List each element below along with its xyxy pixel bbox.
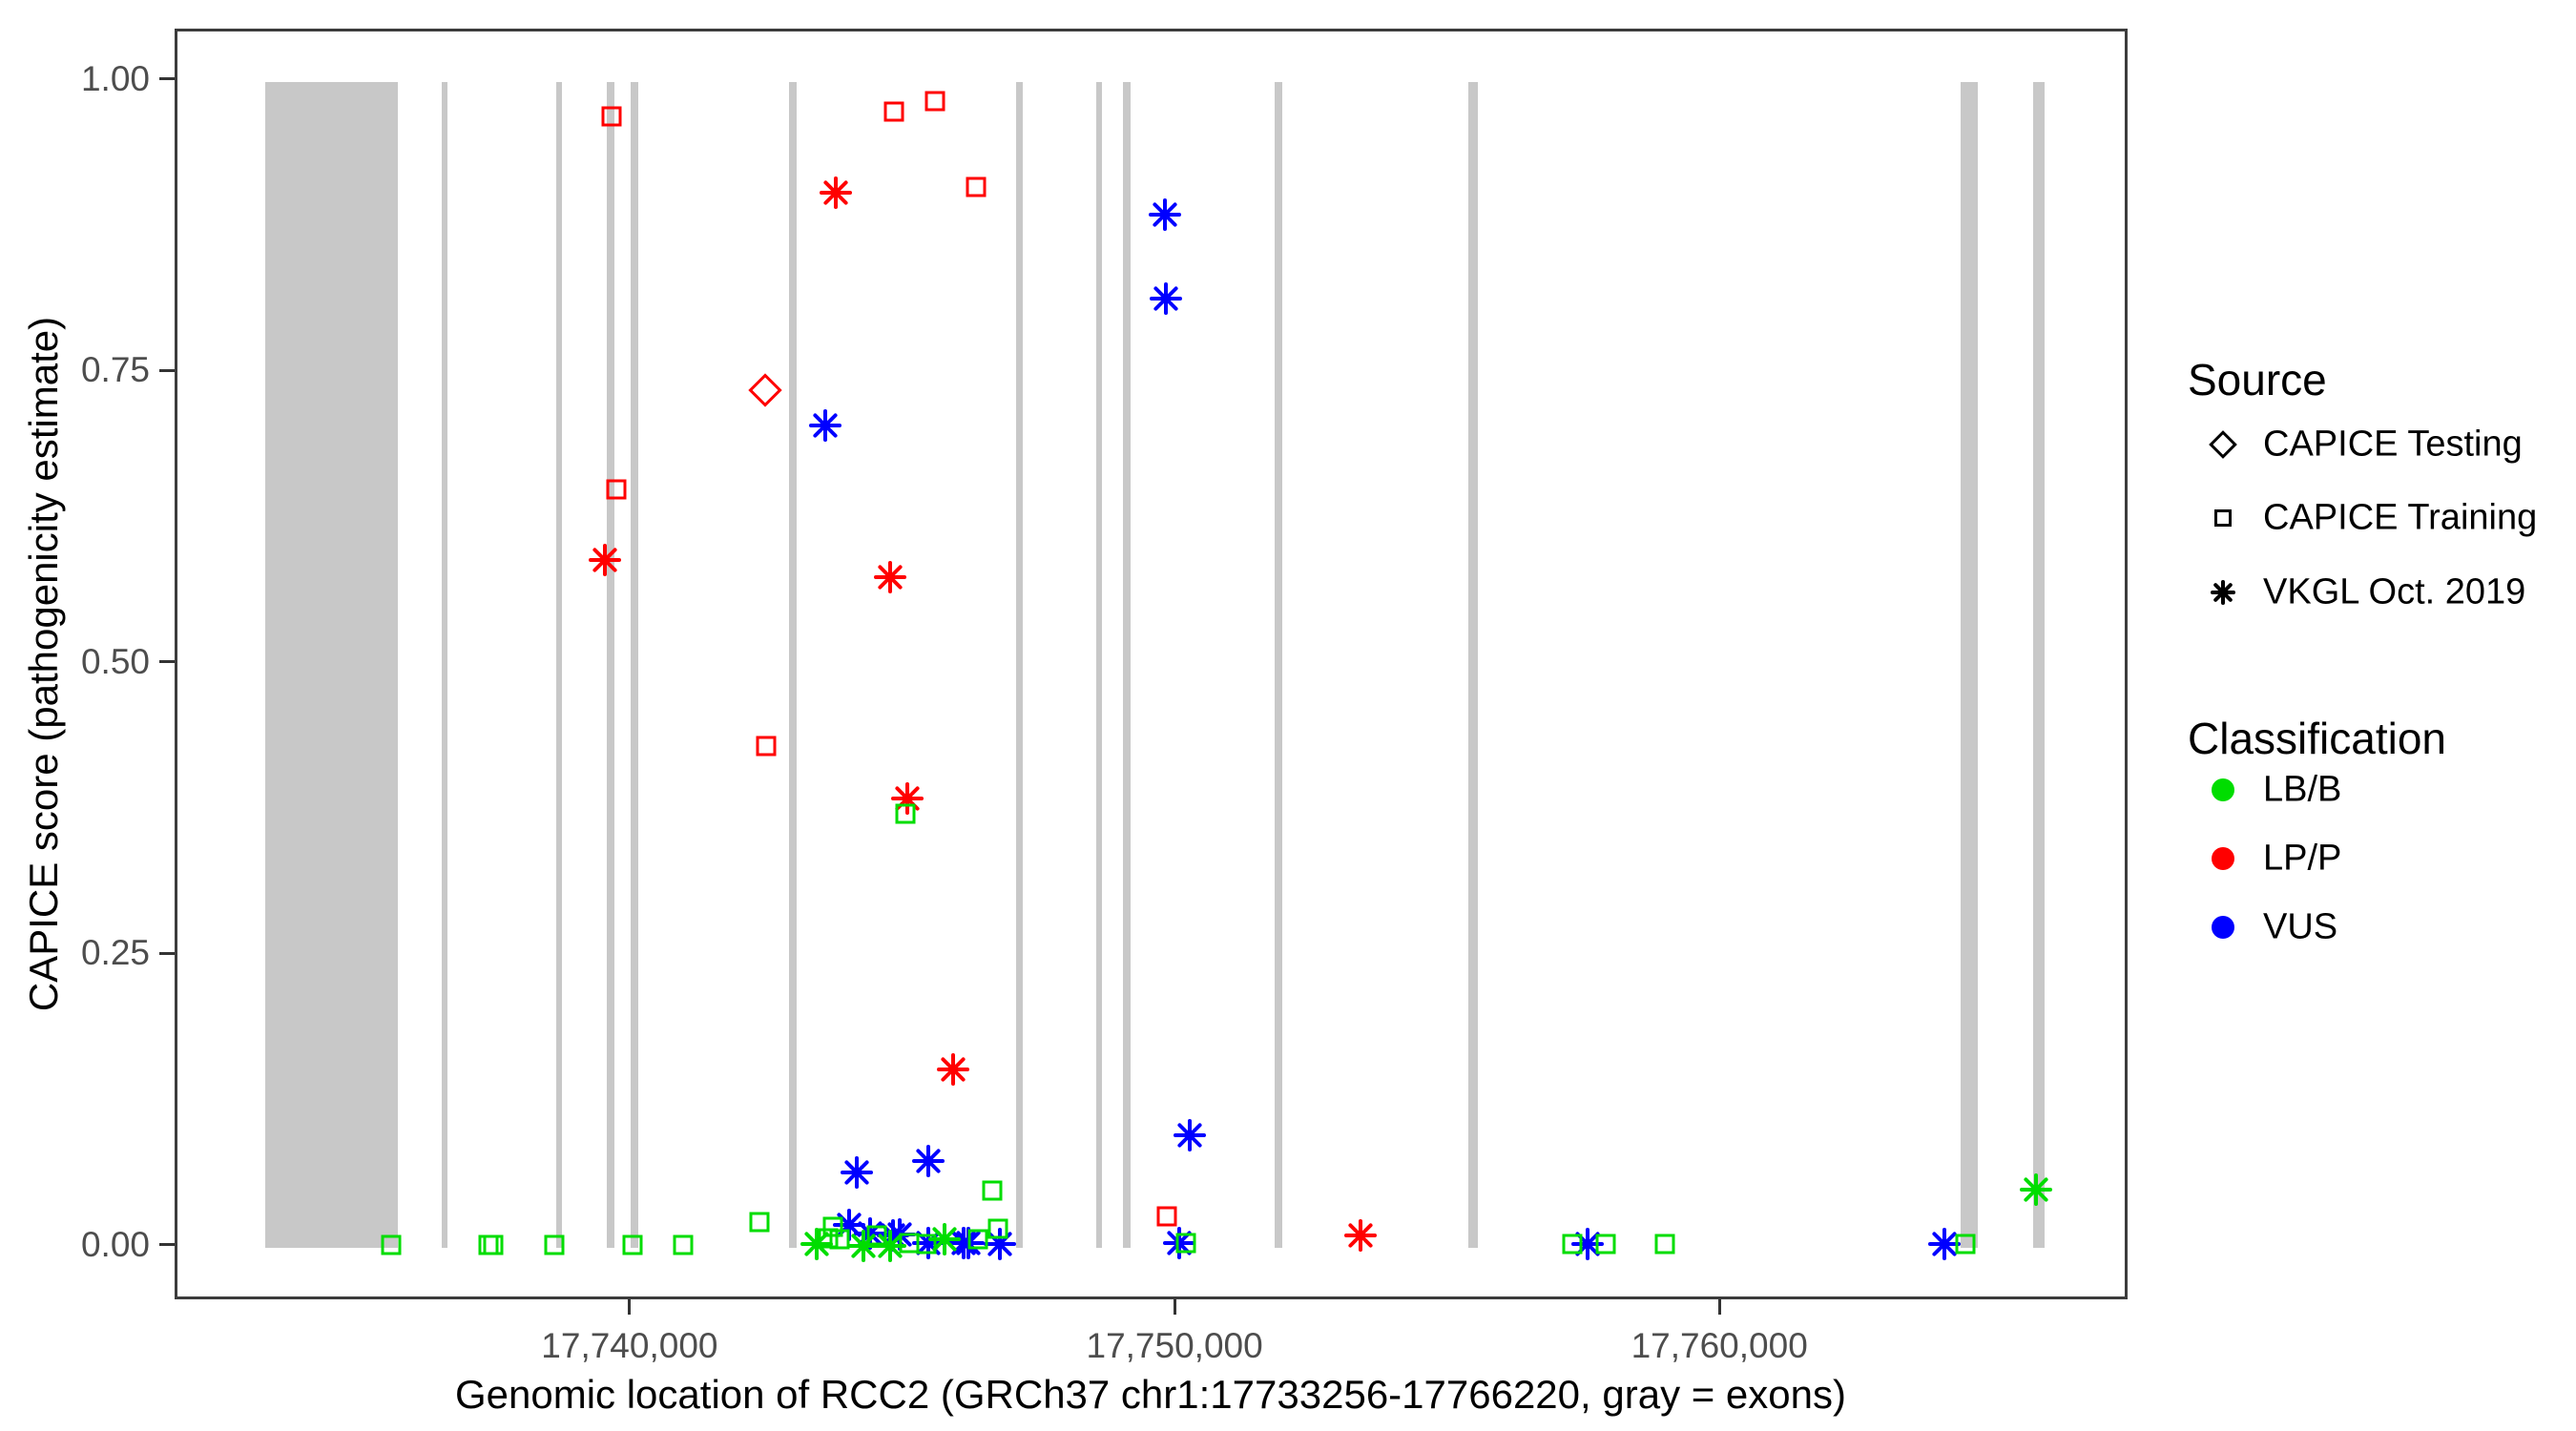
data-point (818, 1228, 839, 1249)
data-point (381, 1234, 402, 1255)
y-axis-tick (159, 660, 175, 664)
legend-classification-item-label: LP/P (2263, 838, 2342, 879)
data-point (987, 1218, 1008, 1239)
data-point (966, 176, 987, 197)
data-point (829, 1229, 850, 1250)
legend-classification-item-label: LB/B (2263, 769, 2342, 810)
legend-source-title: Source (2188, 355, 2327, 404)
legend-classification-item-label: VUS (2263, 906, 2338, 947)
y-axis-tick-label: 0.25 (80, 933, 150, 973)
y-axis-tick-label: 1.00 (80, 58, 150, 98)
x-axis-tick (1717, 1299, 1721, 1315)
x-axis-tick-label: 17,750,000 (1086, 1326, 1263, 1365)
data-point (1595, 1234, 1616, 1255)
y-axis-tick-label: 0.00 (80, 1224, 150, 1264)
data-point (606, 479, 627, 500)
legend-source-item-label: CAPICE Testing (2263, 424, 2523, 465)
y-axis-tick (159, 951, 175, 955)
legend-color-dot (2212, 778, 2234, 801)
y-axis-tick-label: 0.75 (80, 350, 150, 390)
data-point (982, 1180, 1003, 1201)
legend-source-item-label: CAPICE Training (2263, 497, 2538, 538)
y-axis-title: CAPICE score (pathogenicity estimate) (21, 316, 66, 1012)
y-axis-tick-label: 0.50 (80, 641, 150, 681)
data-point (673, 1234, 694, 1255)
legend-color-dot (2212, 847, 2234, 870)
exon-bar (1468, 81, 1479, 1248)
data-point (622, 1234, 643, 1255)
data-point (895, 803, 916, 824)
data-point (756, 736, 777, 757)
x-axis-tick (1173, 1299, 1176, 1315)
data-point (748, 373, 782, 408)
exon-bar (788, 81, 797, 1248)
exon-bar (630, 81, 638, 1248)
exon-bar (1122, 81, 1131, 1248)
data-point (967, 1229, 988, 1250)
x-axis-tick-label: 17,760,000 (1631, 1326, 1808, 1365)
legend-classification-title: Classification (2188, 714, 2446, 763)
exon-bar (555, 81, 562, 1248)
data-point (544, 1234, 565, 1255)
data-point (822, 1216, 843, 1237)
exon-bar (1096, 81, 1102, 1248)
y-axis-tick (159, 1243, 175, 1247)
data-point (1955, 1234, 1976, 1255)
exon-bar (265, 81, 398, 1248)
data-point (1156, 1206, 1177, 1227)
exon-bar (442, 81, 447, 1248)
x-axis-tick-label: 17,740,000 (541, 1326, 718, 1365)
exon-bar (1275, 81, 1282, 1248)
x-axis-tick (628, 1299, 632, 1315)
data-point (601, 106, 622, 127)
data-point (1654, 1234, 1675, 1255)
plot-panel (175, 29, 2128, 1299)
exon-bar (1960, 81, 1978, 1248)
y-axis-tick (159, 77, 175, 80)
exon-bar (607, 81, 615, 1248)
data-point (924, 91, 945, 112)
exon-bar (1016, 81, 1023, 1248)
data-point (483, 1234, 504, 1255)
exon-bar (2032, 81, 2045, 1248)
y-axis-tick (159, 368, 175, 372)
data-point (749, 1212, 770, 1233)
data-point (1175, 1233, 1196, 1254)
legend-source-item-label: VKGL Oct. 2019 (2263, 571, 2526, 612)
legend-color-dot (2212, 916, 2234, 939)
data-point (883, 101, 904, 122)
data-point (916, 1234, 937, 1255)
x-axis-title: Genomic location of RCC2 (GRCh37 chr1:17… (454, 1372, 1847, 1417)
data-point (1562, 1234, 1583, 1255)
